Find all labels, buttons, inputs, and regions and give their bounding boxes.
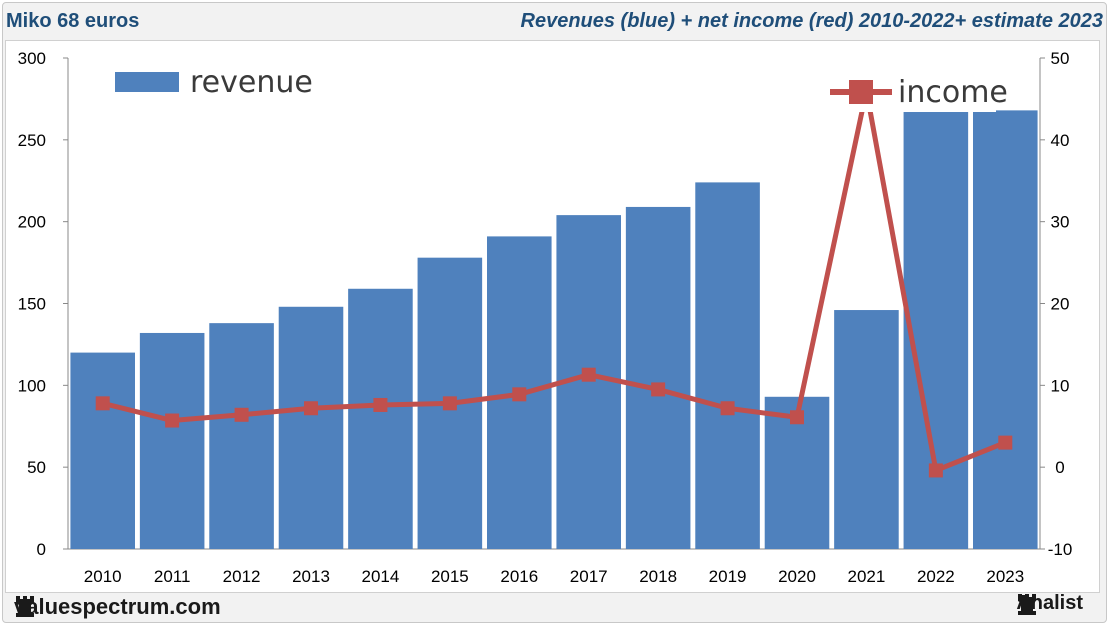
- income-marker: [720, 401, 735, 416]
- y-left-tick-label: 300: [18, 49, 46, 68]
- y-left-tick-label: 0: [37, 540, 46, 559]
- y-right-tick-label: 30: [1051, 213, 1070, 232]
- footer-site[interactable]: valuespectrum.com: [14, 594, 221, 620]
- income-marker: [581, 367, 596, 382]
- income-marker: [304, 401, 318, 416]
- y-right-tick-label: 0: [1055, 458, 1064, 477]
- revenue-bar: [973, 110, 1038, 549]
- y-left-tick-label: 100: [18, 376, 46, 395]
- x-tick-label: 2021: [848, 567, 886, 586]
- x-tick-label: 2010: [84, 567, 122, 586]
- revenue-bar: [903, 112, 969, 549]
- revenue-bar: [348, 288, 413, 549]
- x-tick-label: 2018: [639, 567, 677, 586]
- income-marker: [928, 463, 943, 478]
- y-left-tick-label: 50: [27, 458, 46, 477]
- y-left-tick-label: 250: [18, 131, 46, 150]
- x-tick-label: 2022: [917, 567, 955, 586]
- chess-rook-icon: [16, 596, 34, 617]
- revenue-bar: [209, 323, 274, 549]
- income-marker: [512, 387, 527, 402]
- y-right-tick-label: 20: [1051, 295, 1070, 314]
- x-tick-label: 2016: [500, 567, 538, 586]
- x-tick-label: 2011: [154, 567, 191, 586]
- revenue-bar: [278, 306, 344, 549]
- income-marker: [95, 396, 110, 411]
- revenue-bar: [834, 310, 899, 549]
- income-marker: [998, 435, 1013, 450]
- income-marker: [373, 397, 388, 412]
- x-tick-label: 2019: [709, 567, 747, 586]
- y-left-tick-label: 200: [18, 213, 46, 232]
- company-title: Miko 68 euros: [6, 10, 140, 32]
- legend-revenue-label: revenue: [190, 65, 313, 100]
- y-right-tick-label: -10: [1048, 540, 1073, 559]
- y-right-tick-label: 50: [1051, 49, 1070, 68]
- y-right-tick-label: 40: [1051, 131, 1070, 150]
- y-left-tick-label: 150: [18, 295, 46, 314]
- revenue-bar: [625, 206, 691, 550]
- chess-rook-icon: [1018, 594, 1037, 615]
- x-tick-label: 2012: [223, 567, 261, 586]
- legend-background: [112, 54, 702, 106]
- x-tick-label: 2013: [292, 567, 330, 586]
- x-tick-label: 2020: [778, 567, 816, 586]
- site-label: valuespectrum.com: [14, 594, 221, 619]
- income-marker: [234, 407, 249, 422]
- income-marker: [651, 382, 666, 397]
- x-tick-label: 2015: [431, 567, 469, 586]
- revenue-bar: [70, 352, 135, 549]
- income-line: [102, 88, 1007, 473]
- income-marker: [165, 413, 180, 428]
- legend-revenue-swatch: [115, 72, 179, 92]
- income-marker: [790, 410, 804, 425]
- y-right-tick-label: 10: [1051, 376, 1070, 395]
- x-tick-label: 2017: [570, 567, 608, 586]
- legend-income-marker: [849, 80, 873, 104]
- revenue-bar: [139, 332, 205, 549]
- income-marker: [442, 396, 457, 411]
- revenue-bar: [695, 182, 760, 550]
- footer-brand[interactable]: Analist: [1016, 592, 1083, 615]
- chart-title: Revenues (blue) + net income (red) 2010-…: [520, 10, 1104, 32]
- x-tick-label: 2014: [362, 567, 400, 586]
- x-tick-label: 2023: [986, 567, 1024, 586]
- legend-income-label: income: [898, 75, 1008, 110]
